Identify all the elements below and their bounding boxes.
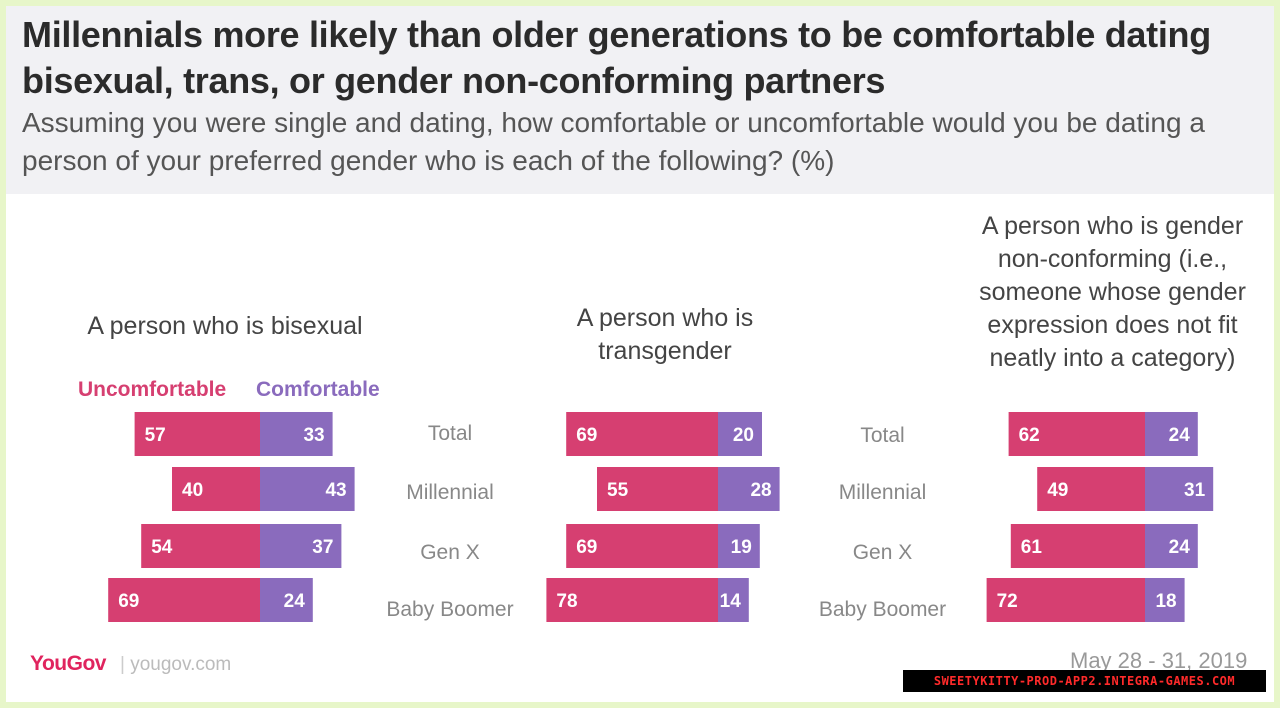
value-label-comfortable-gen-x: 37 [312, 537, 333, 558]
row-label-millennial: Millennial [838, 481, 927, 504]
legend-comfortable: Comfortable [256, 378, 380, 401]
value-label-comfortable-baby-boomer: 14 [720, 591, 742, 612]
value-label-uncomfortable-total: 69 [576, 425, 597, 446]
bar-comfortable-gen-x [718, 524, 760, 568]
value-label-uncomfortable-baby-boomer: 72 [997, 591, 1018, 612]
value-label-comfortable-millennial: 31 [1184, 480, 1206, 501]
bar-uncomfortable-total [566, 412, 718, 456]
footer-url: yougov.com [120, 654, 231, 676]
bar-comfortable-millennial [260, 467, 355, 511]
bar-comfortable-millennial [718, 467, 780, 511]
hostname-banner: SWEETYKITTY-PROD-APP2.INTEGRA-GAMES.COM [903, 670, 1266, 692]
chart-subtitle: Assuming you were single and dating, how… [22, 107, 1205, 176]
bar-uncomfortable-baby-boomer [546, 578, 718, 622]
value-label-comfortable-millennial: 43 [325, 480, 346, 501]
value-label-comfortable-millennial: 28 [750, 480, 771, 501]
panel-title-bisexual: A person who is bisexual [87, 312, 363, 340]
bar-uncomfortable-millennial [1037, 467, 1145, 511]
bar-uncomfortable-gen-x [141, 524, 260, 568]
bar-uncomfortable-millennial [172, 467, 260, 511]
bar-uncomfortable-gen-x [566, 524, 718, 568]
value-label-comfortable-total: 33 [303, 425, 324, 446]
bar-comfortable-baby-boomer [260, 578, 313, 622]
bar-uncomfortable-total [1008, 412, 1145, 456]
bar-comfortable-millennial [1145, 467, 1214, 511]
value-label-uncomfortable-millennial: 55 [607, 480, 629, 501]
yougov-logo: YouGov [30, 652, 106, 675]
bar-uncomfortable-baby-boomer [986, 578, 1145, 622]
value-label-uncomfortable-gen-x: 61 [1021, 537, 1043, 558]
value-label-uncomfortable-baby-boomer: 69 [118, 591, 139, 612]
footer-date: May 28 - 31, 2019 [1070, 648, 1248, 673]
panel-title-nonconforming: A person who is gender non-conforming (i… [979, 212, 1246, 372]
bar-comfortable-baby-boomer [718, 578, 749, 622]
bar-comfortable-total [718, 412, 762, 456]
value-label-comfortable-total: 24 [1169, 425, 1191, 446]
panel-title-transgender: A person who is transgender [576, 304, 754, 365]
row-label-millennial: Millennial [406, 481, 494, 504]
bar-comfortable-gen-x [260, 524, 342, 568]
chart-card: Millennials more likely than older gener… [6, 6, 1274, 702]
value-label-comfortable-baby-boomer: 18 [1155, 591, 1176, 612]
value-label-uncomfortable-millennial: 40 [182, 480, 203, 501]
value-label-comfortable-gen-x: 19 [731, 537, 752, 558]
value-label-uncomfortable-total: 62 [1019, 425, 1040, 446]
bar-uncomfortable-baby-boomer [108, 578, 260, 622]
row-label-genx: Gen X [852, 541, 913, 564]
bar-comfortable-total [1145, 412, 1198, 456]
row-label-boomer: Baby Boomer [818, 598, 947, 621]
bar-uncomfortable-total [134, 412, 260, 456]
value-label-comfortable-gen-x: 24 [1169, 537, 1191, 558]
row-label-total: Total [427, 422, 473, 445]
value-label-uncomfortable-gen-x: 54 [151, 537, 173, 558]
value-label-uncomfortable-millennial: 49 [1047, 480, 1068, 501]
chart-title: Millennials more likely than older gener… [22, 14, 1211, 101]
value-label-uncomfortable-baby-boomer: 78 [556, 591, 577, 612]
legend-uncomfortable: Uncomfortable [78, 378, 227, 401]
row-label-total: Total [860, 424, 905, 447]
bar-uncomfortable-millennial [597, 467, 718, 511]
header: Millennials more likely than older gener… [6, 6, 1274, 194]
bar-comfortable-baby-boomer [1145, 578, 1185, 622]
value-label-uncomfortable-gen-x: 69 [576, 537, 597, 558]
bar-comfortable-gen-x [1145, 524, 1198, 568]
value-label-comfortable-total: 20 [733, 425, 754, 446]
value-label-comfortable-baby-boomer: 24 [284, 591, 306, 612]
value-label-uncomfortable-total: 57 [145, 425, 166, 446]
row-label-boomer: Baby Boomer [386, 598, 514, 621]
bar-uncomfortable-gen-x [1010, 524, 1145, 568]
bar-comfortable-total [260, 412, 333, 456]
row-label-genx: Gen X [420, 541, 480, 564]
